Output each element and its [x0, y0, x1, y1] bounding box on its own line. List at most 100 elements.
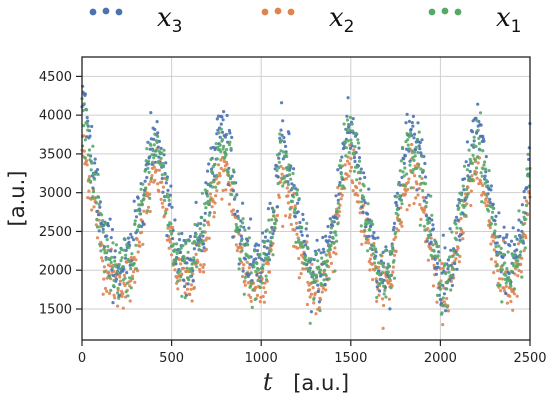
data-point [430, 255, 434, 259]
data-point [489, 242, 493, 246]
data-point [277, 160, 281, 164]
legend-marker [454, 8, 462, 16]
data-point [121, 292, 125, 296]
data-point [411, 114, 415, 118]
data-point [133, 280, 137, 284]
data-point [526, 201, 530, 205]
data-point [286, 165, 290, 170]
data-point [208, 182, 212, 186]
data-point [247, 266, 251, 270]
data-point [249, 271, 253, 275]
data-point [200, 191, 204, 195]
data-point [423, 161, 427, 166]
data-point [495, 264, 499, 268]
x-tick-label: 1000 [245, 351, 278, 366]
data-point [387, 264, 391, 268]
data-point [522, 189, 526, 194]
data-point [101, 259, 105, 263]
data-point [444, 309, 448, 313]
data-point [479, 123, 483, 127]
data-point [516, 242, 521, 246]
data-point [130, 277, 135, 281]
data-point [220, 115, 224, 119]
data-point [120, 256, 124, 260]
data-point [504, 284, 508, 288]
data-point [364, 219, 368, 223]
data-point [262, 259, 266, 263]
data-point [383, 249, 387, 253]
data-point [464, 196, 468, 200]
data-point [285, 154, 289, 159]
data-point [165, 175, 169, 179]
data-point [134, 215, 139, 219]
data-point [200, 216, 204, 220]
data-point [179, 275, 183, 279]
data-point [503, 261, 507, 265]
data-point [237, 262, 241, 266]
data-point [269, 241, 273, 245]
data-point [146, 140, 150, 144]
data-point [456, 218, 460, 222]
data-point [118, 282, 122, 286]
data-point [358, 170, 362, 174]
data-point [224, 132, 229, 137]
data-point [145, 175, 149, 180]
data-point [239, 234, 243, 238]
data-point [446, 258, 450, 262]
data-point [394, 230, 398, 234]
data-point [413, 150, 417, 154]
data-point [273, 225, 277, 230]
data-point [83, 156, 87, 160]
data-point [294, 221, 299, 225]
data-point [110, 255, 114, 259]
data-point [148, 155, 152, 159]
data-point [295, 232, 299, 236]
data-point [497, 211, 501, 215]
data-point [345, 118, 350, 122]
data-point [455, 226, 459, 230]
data-point [310, 281, 314, 285]
data-point [122, 237, 126, 241]
data-point [117, 262, 121, 267]
legend-subscript: 2 [344, 17, 355, 37]
data-point [468, 176, 472, 180]
data-point [476, 161, 480, 165]
data-point [470, 161, 475, 165]
data-point [489, 257, 493, 261]
data-point [101, 292, 105, 296]
data-point [229, 146, 233, 151]
data-point [379, 278, 383, 282]
data-point [286, 194, 290, 198]
data-point [360, 205, 364, 209]
data-point [408, 159, 412, 163]
data-point [286, 180, 290, 184]
data-point [500, 300, 504, 304]
data-point [95, 225, 100, 229]
data-point [367, 234, 371, 238]
data-point [231, 208, 235, 212]
x-axis-label: t [a.u.] [263, 368, 349, 396]
data-point [257, 267, 261, 271]
data-point [167, 195, 171, 199]
data-point [460, 198, 464, 202]
data-point [480, 193, 484, 197]
data-point [443, 262, 447, 266]
data-point [336, 222, 340, 226]
data-point [214, 194, 218, 198]
data-point [344, 154, 348, 158]
data-point [491, 210, 495, 214]
data-point [474, 144, 478, 148]
data-point [312, 258, 316, 262]
y-tick-label: 1500 [39, 302, 72, 317]
data-point [208, 192, 213, 196]
data-point [480, 174, 484, 178]
data-point [178, 269, 182, 273]
data-point [359, 229, 363, 233]
data-point [336, 168, 340, 172]
data-point [415, 188, 419, 192]
data-point [457, 206, 461, 210]
data-point [247, 293, 251, 297]
data-point [99, 213, 104, 217]
data-point [202, 223, 206, 227]
data-point [241, 274, 245, 279]
